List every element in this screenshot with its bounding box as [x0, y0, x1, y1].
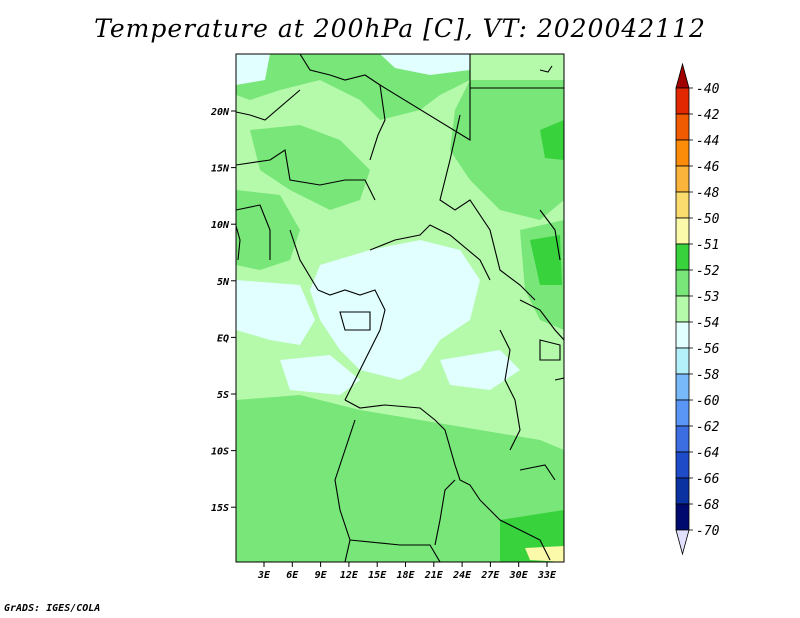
colorbar-swatch [675, 477, 690, 505]
field-patch-cold-west [236, 280, 315, 345]
lat-tick-label: 15S [211, 503, 229, 514]
colorbar-label: -53 [696, 290, 719, 305]
colorbar-label: -42 [696, 108, 720, 123]
colorbar-label: -51 [696, 238, 719, 253]
lat-tick-label: 10S [211, 447, 229, 458]
colorbar-swatch [675, 87, 690, 115]
field-patch-cold-east [440, 350, 520, 390]
colorbar-label: -48 [696, 186, 720, 201]
colorbar-swatch [675, 399, 690, 427]
colorbar-swatch [675, 165, 690, 193]
field-patch-warm-southeast [525, 546, 564, 562]
field-patch-cold-center [310, 240, 480, 380]
colorbar-swatch [675, 321, 690, 349]
lat-tick-label: 20N [210, 107, 230, 118]
field-patch-dark-3 [530, 235, 562, 285]
colorbar-swatch [675, 295, 690, 323]
longitude-axis: 3E 6E 9E 12E 15E 18E 21E 24E 27E 30E 33E [257, 562, 557, 581]
colorbar-label: -56 [696, 342, 720, 357]
colorbar-swatch [675, 425, 690, 453]
colorbar-label: -44 [696, 134, 719, 149]
lon-tick-label: 21E [424, 570, 444, 581]
colorbar-label: -40 [696, 82, 720, 97]
colorbar-swatch [675, 113, 690, 141]
country-borders [236, 54, 564, 562]
lon-tick-label: 6E [286, 570, 299, 581]
colorbar-legend: -40 -42 -44 -46 -48 -50 -51 -52 -53 -54 -56 -58 -60 -… [675, 62, 720, 556]
latitude-axis: 20N 15N 10N 5N EQ 5S 10S 15S [210, 107, 236, 514]
colorbar-swatch [675, 451, 690, 479]
credit-label: GrADS: IGES/COLA [4, 603, 101, 614]
colorbar-swatch [675, 191, 690, 219]
lon-tick-label: 27E [480, 570, 500, 581]
colorbar-label: -70 [696, 524, 720, 539]
map-frame [235, 53, 565, 563]
lon-tick-label: 3E [257, 570, 271, 581]
colorbar-label: -50 [696, 212, 720, 227]
colorbar-label: -60 [696, 394, 720, 409]
colorbar-swatch [675, 503, 690, 531]
field-patch-west [236, 190, 300, 270]
lat-tick-label: 15N [211, 164, 230, 175]
field-patch-south [236, 395, 564, 562]
colorbar-label: -64 [696, 446, 719, 461]
colorbar-label: -52 [696, 264, 720, 279]
lon-tick-label: 12E [340, 570, 359, 581]
field-patch-cold-top-left [236, 54, 270, 85]
lat-tick-label: EQ [217, 333, 229, 344]
lon-tick-label: 18E [396, 570, 415, 581]
field-patch-northeast [450, 80, 564, 220]
colorbar-swatch [675, 347, 690, 375]
lon-tick-label: 9E [315, 570, 328, 581]
field-patch-cold-north [380, 54, 470, 75]
field-patch-cold-southwest [280, 355, 360, 395]
temperature-field [236, 54, 564, 562]
map-title: Temperature at 200hPa [C], VT: 202004211… [94, 14, 706, 43]
lon-tick-label: 15E [368, 570, 387, 581]
colorbar-swatch [675, 373, 690, 401]
lon-tick-label: 24E [452, 570, 472, 581]
colorbar-label: -62 [696, 420, 720, 435]
colorbar-label: -54 [696, 316, 719, 331]
colorbar-swatch [675, 217, 690, 245]
colorbar-swatch [675, 269, 690, 297]
lat-tick-label: 10N [211, 220, 230, 231]
colorbar-label: -66 [696, 472, 720, 487]
colorbar-label: -68 [696, 498, 720, 513]
colorbar-label: -58 [696, 368, 720, 383]
lon-tick-label: 30E [509, 570, 529, 581]
colorbar-label: -46 [696, 160, 720, 175]
field-patch-dark-1 [540, 120, 564, 160]
colorbar-bottom-cap [675, 529, 690, 556]
lat-tick-label: 5S [217, 390, 229, 401]
colorbar-swatch [675, 139, 690, 167]
colorbar-top-cap [675, 62, 690, 89]
lat-tick-label: 5N [217, 277, 230, 288]
colorbar-swatch [675, 243, 690, 271]
field-patch-center-north [250, 125, 370, 210]
lon-tick-label: 33E [537, 570, 557, 581]
